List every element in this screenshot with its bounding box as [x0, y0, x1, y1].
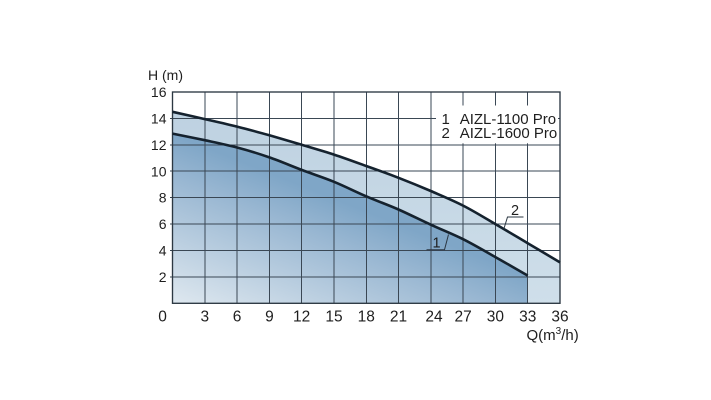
svg-text:21: 21 [390, 309, 407, 326]
svg-text:9: 9 [265, 309, 274, 326]
svg-text:30: 30 [487, 309, 505, 326]
svg-text:6: 6 [233, 309, 242, 326]
svg-text:2: 2 [159, 269, 167, 285]
svg-text:3: 3 [200, 309, 209, 326]
svg-text:H (m): H (m) [148, 67, 183, 83]
svg-text:AIZL-1100 Pro: AIZL-1100 Pro [460, 111, 556, 128]
svg-text:14: 14 [151, 111, 167, 127]
svg-text:12: 12 [293, 309, 310, 326]
svg-text:1: 1 [432, 236, 440, 252]
svg-text:16: 16 [151, 84, 167, 100]
svg-text:15: 15 [325, 309, 342, 326]
svg-text:2: 2 [511, 203, 519, 219]
svg-text:27: 27 [454, 309, 471, 326]
svg-text:36: 36 [551, 309, 568, 326]
svg-text:AIZL-1600 Pro: AIZL-1600 Pro [460, 125, 558, 142]
svg-text:33: 33 [519, 309, 536, 326]
svg-text:Q(m3/h): Q(m3/h) [527, 326, 579, 344]
svg-text:0: 0 [158, 309, 167, 326]
svg-text:10: 10 [151, 163, 167, 179]
svg-text:12: 12 [151, 137, 167, 153]
svg-text:8: 8 [159, 190, 167, 206]
svg-text:18: 18 [358, 309, 375, 326]
svg-text:1: 1 [442, 111, 450, 128]
svg-text:2: 2 [442, 125, 450, 142]
svg-text:6: 6 [159, 216, 167, 232]
svg-text:4: 4 [159, 243, 167, 259]
svg-text:24: 24 [425, 309, 443, 326]
